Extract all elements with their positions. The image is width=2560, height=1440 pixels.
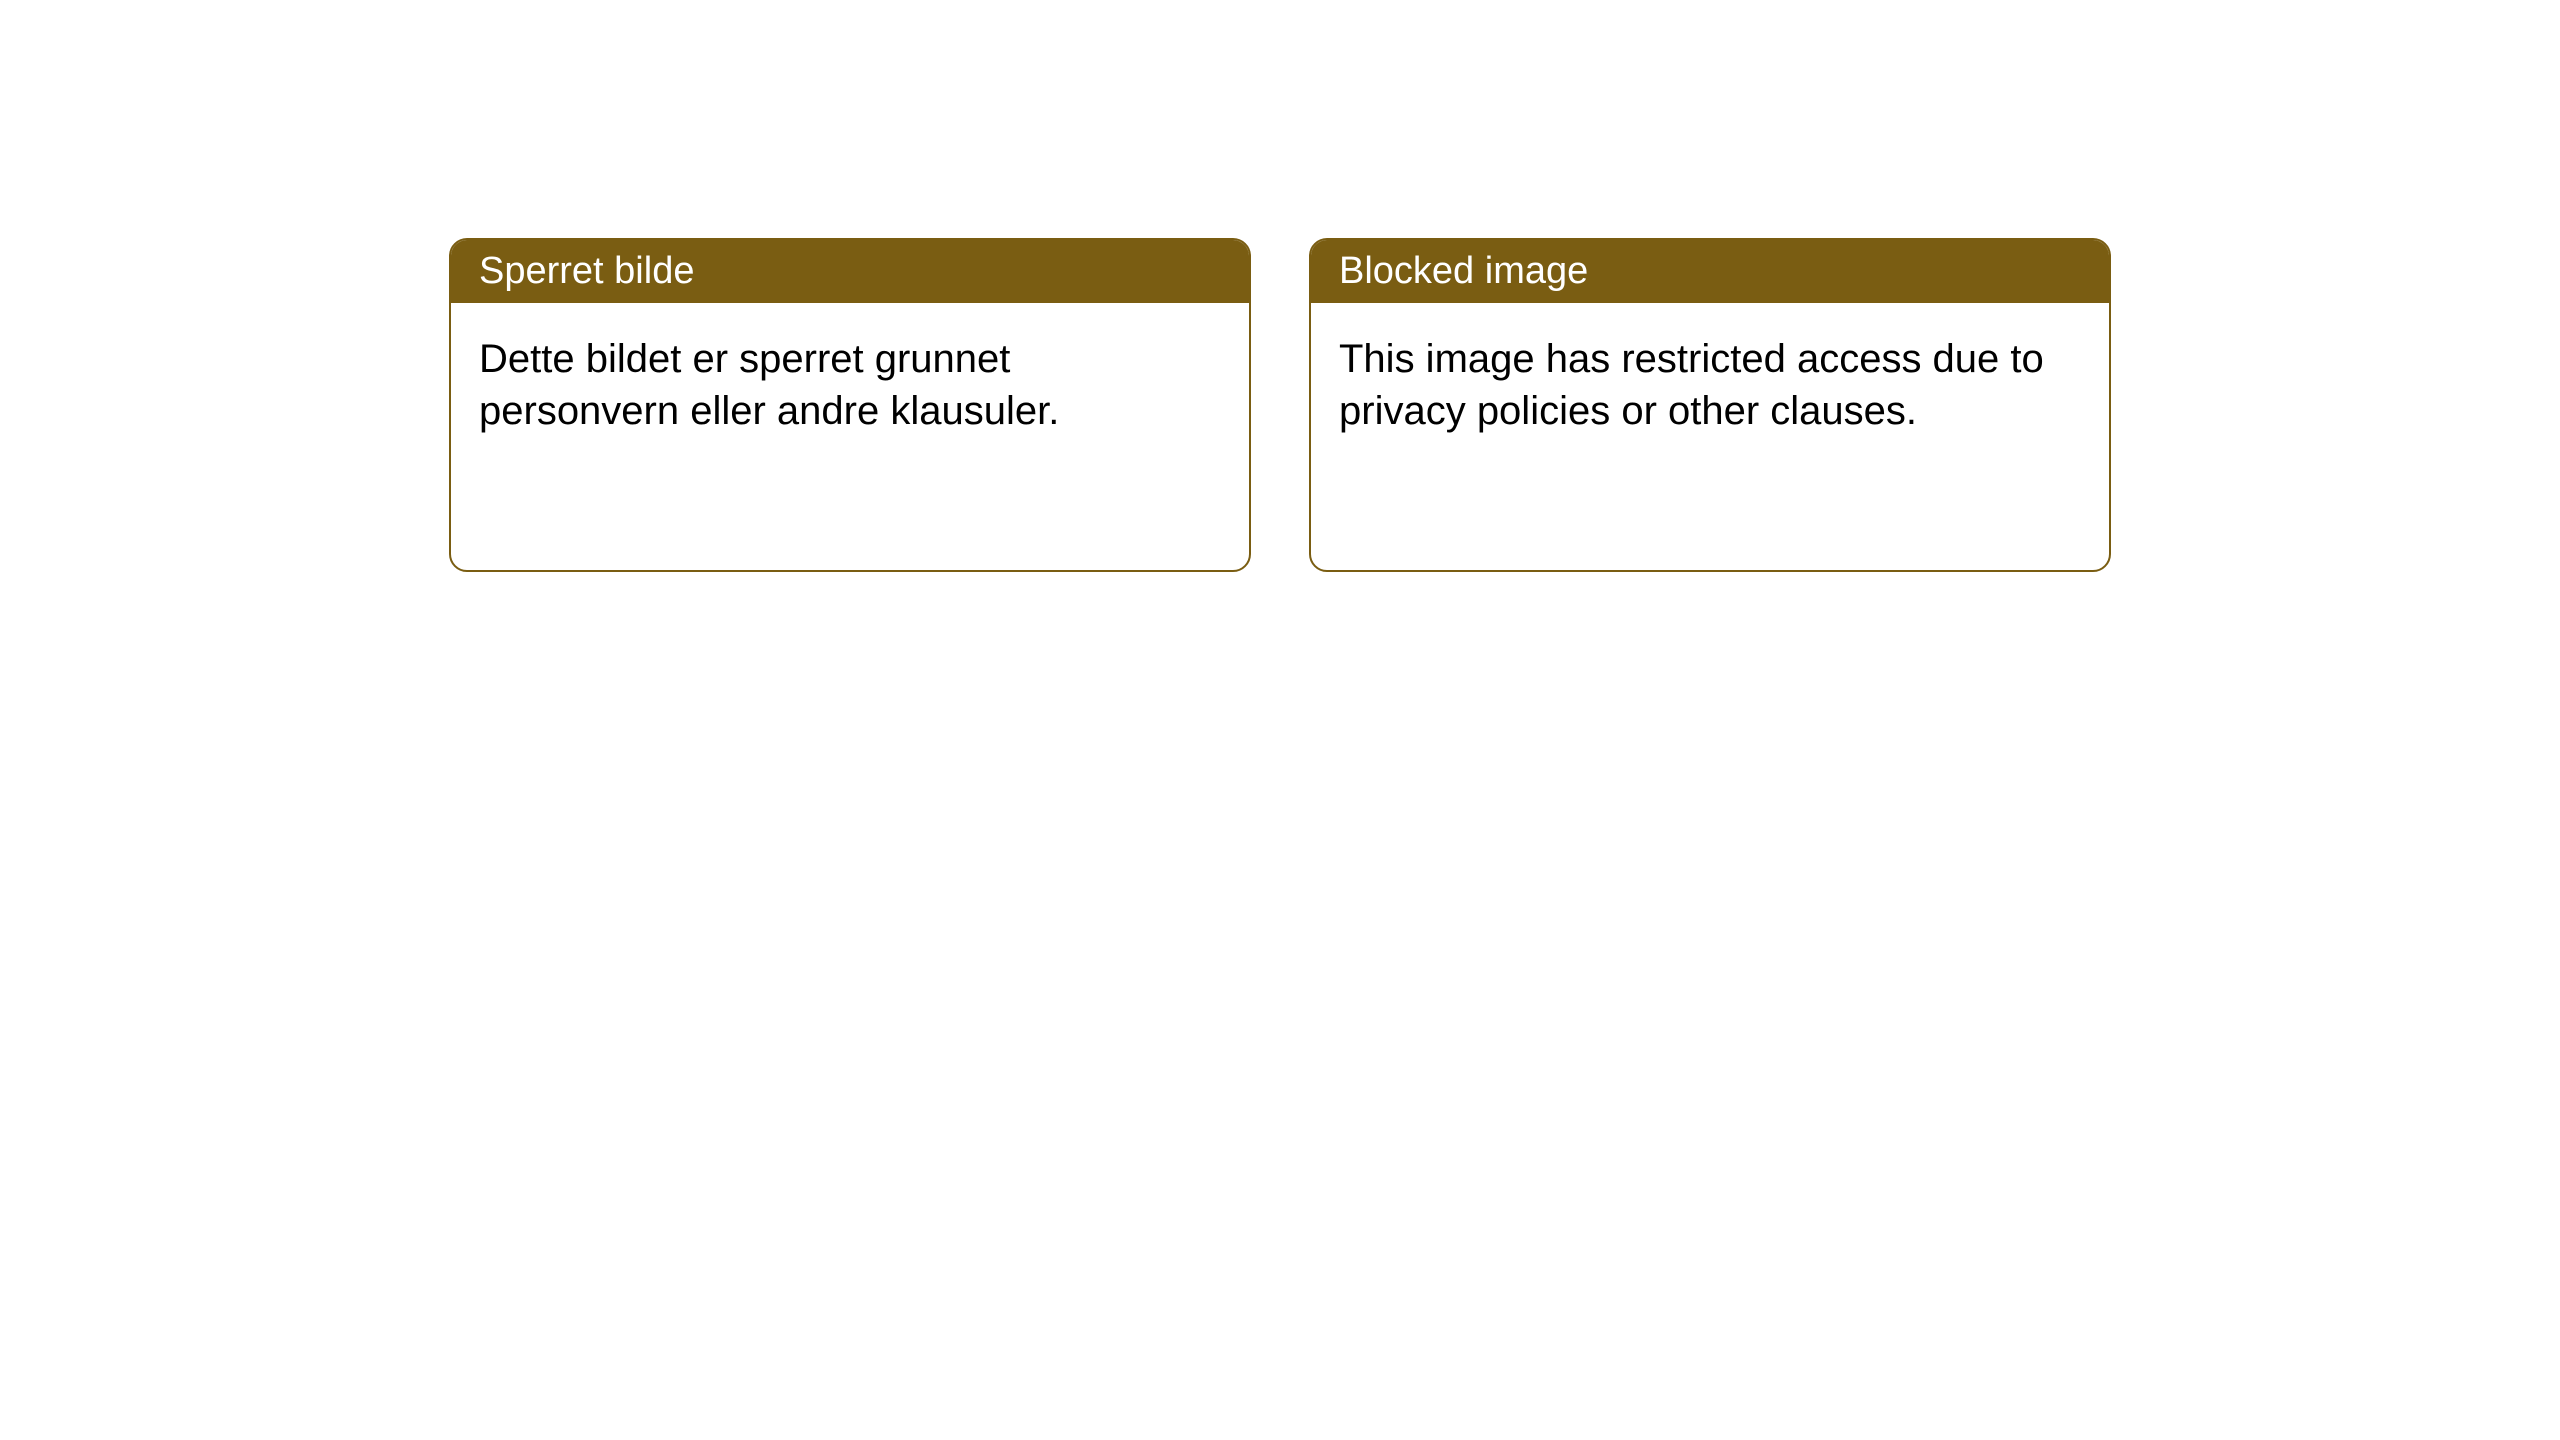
notice-title: Blocked image: [1339, 250, 1588, 292]
notice-text: This image has restricted access due to …: [1339, 337, 2044, 433]
notice-container: Sperret bilde Dette bildet er sperret gr…: [449, 238, 2111, 572]
notice-title: Sperret bilde: [479, 250, 694, 292]
notice-header: Sperret bilde: [451, 240, 1249, 303]
notice-header: Blocked image: [1311, 240, 2109, 303]
notice-body: This image has restricted access due to …: [1311, 303, 2109, 467]
notice-card-norwegian: Sperret bilde Dette bildet er sperret gr…: [449, 238, 1251, 572]
notice-body: Dette bildet er sperret grunnet personve…: [451, 303, 1249, 467]
notice-card-english: Blocked image This image has restricted …: [1309, 238, 2111, 572]
notice-text: Dette bildet er sperret grunnet personve…: [479, 337, 1059, 433]
